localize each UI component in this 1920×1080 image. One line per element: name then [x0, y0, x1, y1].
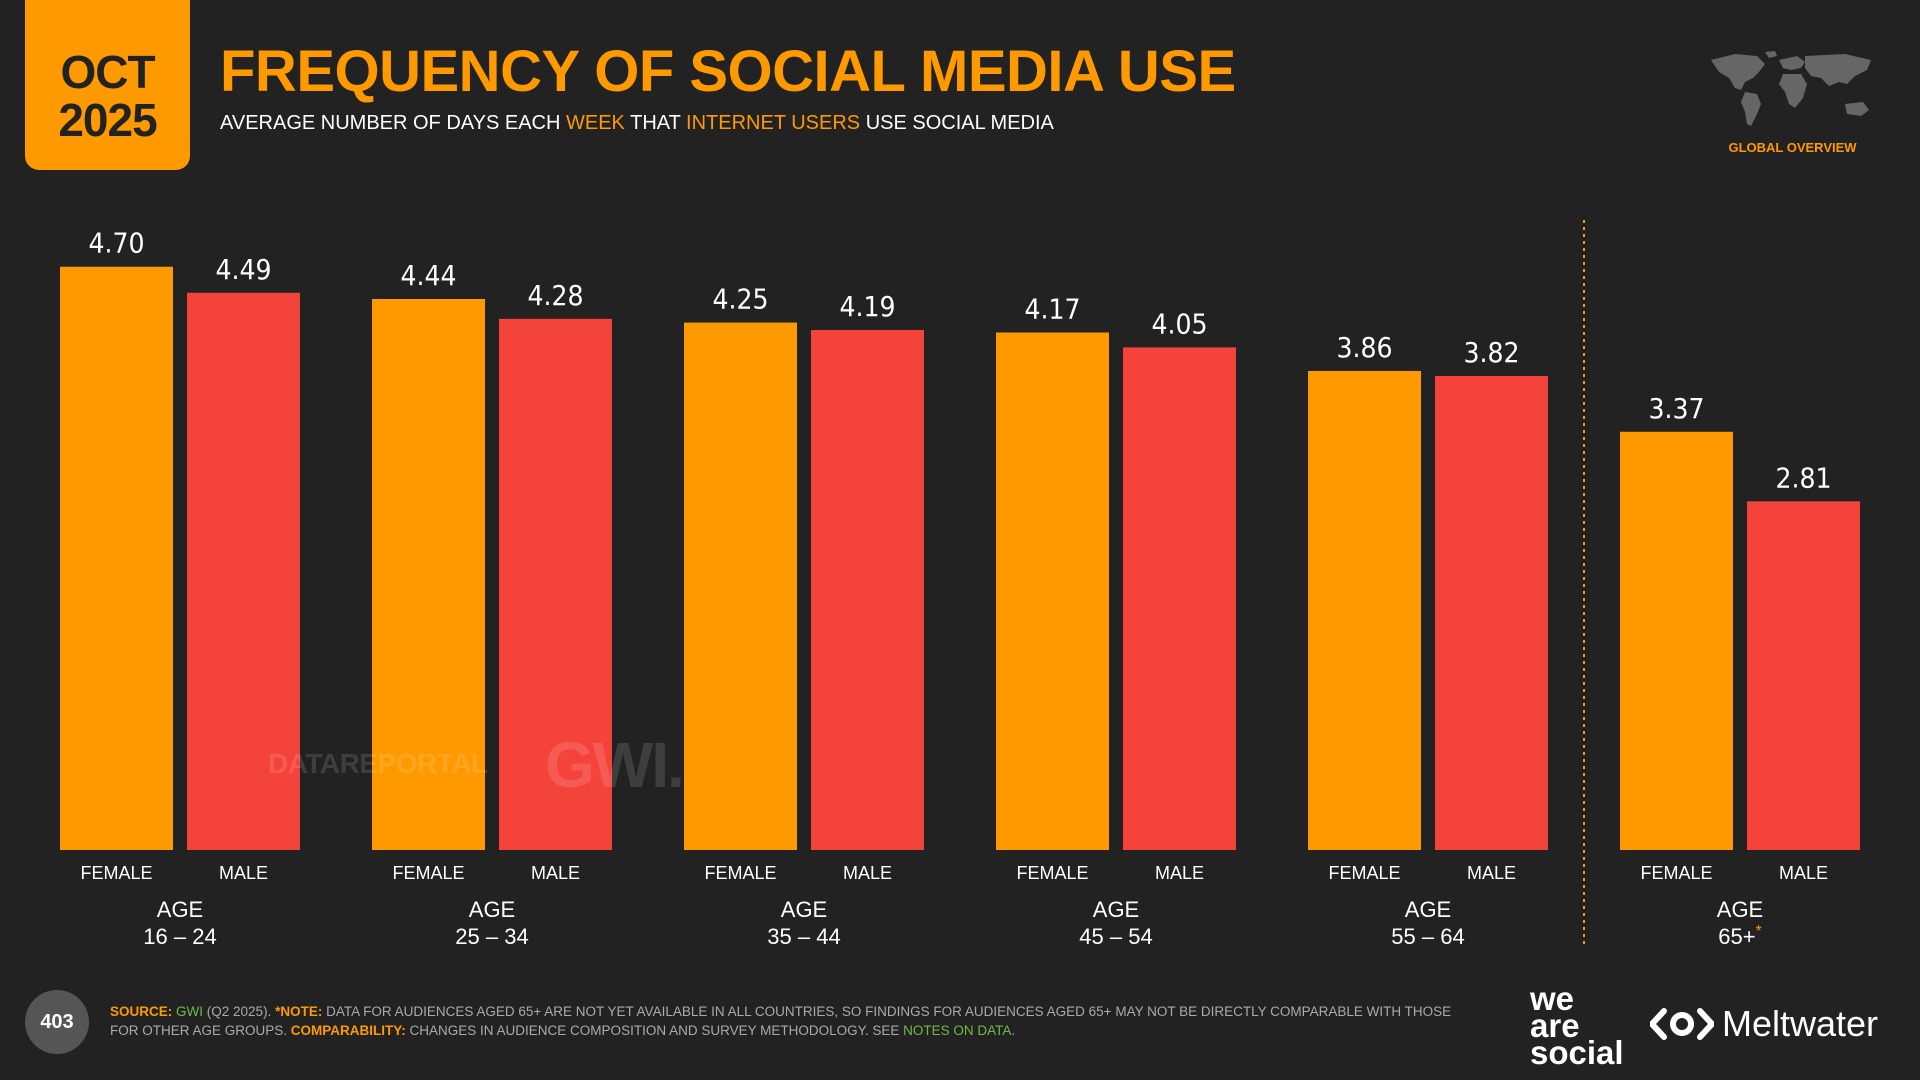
footer-notes: SOURCE: GWI (Q2 2025). *NOTE: DATA FOR A… — [110, 1002, 1480, 1040]
value-label-female-3: 4.25 — [712, 283, 768, 316]
was-line-3: social — [1530, 1034, 1624, 1071]
series-label-female-3: FEMALE — [704, 863, 776, 883]
category-note-marker: * — [1756, 923, 1762, 940]
datareportal-watermark: DATAREPORTAL — [268, 748, 488, 779]
series-label-female-1: FEMALE — [80, 863, 152, 883]
bar-male-5 — [1435, 375, 1548, 850]
source-rest: (Q2 2025). — [203, 1004, 276, 1019]
value-label-female-4: 4.17 — [1024, 293, 1080, 326]
bar-male-1 — [187, 292, 300, 850]
page-number: 403 — [25, 990, 89, 1054]
meltwater-logo: Meltwater — [1650, 1002, 1878, 1046]
series-label-male-2: MALE — [531, 863, 580, 883]
subtitle-part-3: USE SOCIAL MEDIA — [860, 112, 1054, 134]
value-label-male-3: 4.19 — [839, 290, 895, 323]
bar-female-5 — [1308, 370, 1421, 850]
category-label-6: 65+* — [1718, 923, 1762, 949]
bar-female-2 — [372, 298, 485, 851]
footer-end: . — [1011, 1023, 1016, 1038]
bar-male-2 — [499, 318, 612, 850]
we-are-social-logo: we are social — [1530, 980, 1630, 1071]
meltwater-wordmark: Meltwater — [1722, 1003, 1879, 1044]
gwi-watermark: GWI. — [545, 729, 685, 801]
value-label-female-5: 3.86 — [1336, 331, 1392, 364]
category-prefix-4: AGE — [1093, 897, 1139, 922]
was-line-2: are — [1530, 1007, 1580, 1044]
subtitle-highlight-internet-users: INTERNET USERS — [686, 112, 861, 134]
bar-female-6 — [1620, 431, 1733, 850]
value-label-male-6: 2.81 — [1775, 461, 1831, 494]
world-map-icon — [1705, 48, 1880, 133]
comparability-label: COMPARABILITY: — [290, 1023, 406, 1038]
category-label-2: 25 – 34 — [455, 924, 528, 949]
bar-female-4 — [996, 332, 1109, 850]
category-label-5: 55 – 64 — [1391, 924, 1464, 949]
source-label: SOURCE: — [110, 1004, 173, 1019]
bar-female-1 — [60, 266, 173, 851]
value-label-male-5: 3.82 — [1463, 336, 1519, 369]
series-label-female-6: FEMALE — [1640, 863, 1712, 883]
subtitle-part-2: THAT — [624, 112, 687, 134]
source-gwi: GWI — [176, 1004, 204, 1019]
series-label-male-6: MALE — [1779, 863, 1828, 883]
bar-male-6 — [1747, 501, 1860, 850]
global-overview-label: GLOBAL OVERVIEW — [1728, 140, 1857, 155]
category-prefix-1: AGE — [157, 897, 203, 922]
bar-female-3 — [684, 322, 797, 850]
note-label: *NOTE: — [275, 1004, 323, 1019]
series-label-male-3: MALE — [843, 863, 892, 883]
series-label-male-5: MALE — [1467, 863, 1516, 883]
category-label-3: 35 – 44 — [767, 924, 840, 949]
value-label-female-1: 4.70 — [88, 227, 144, 260]
value-label-male-4: 4.05 — [1151, 307, 1207, 340]
page-title: FREQUENCY OF SOCIAL MEDIA USE — [220, 39, 1236, 104]
category-prefix-6: AGE — [1717, 897, 1763, 922]
date-badge: OCT 2025 — [25, 0, 190, 170]
series-label-female-4: FEMALE — [1016, 863, 1088, 883]
series-label-male-1: MALE — [219, 863, 268, 883]
date-month: OCT — [60, 46, 155, 98]
date-year: 2025 — [58, 94, 157, 146]
series-label-female-2: FEMALE — [392, 863, 464, 883]
category-prefix-3: AGE — [781, 897, 827, 922]
subtitle-highlight-week: WEEK — [566, 112, 625, 134]
bar-male-3 — [811, 330, 924, 850]
was-line-1: we — [1530, 980, 1575, 1017]
category-label-4: 45 – 54 — [1079, 924, 1152, 949]
value-label-male-2: 4.28 — [527, 279, 583, 312]
value-label-female-6: 3.37 — [1648, 392, 1704, 425]
note-text: DATA FOR AUDIENCES AGED 65+ ARE NOT YET … — [110, 1004, 1452, 1038]
subtitle-part-1: AVERAGE NUMBER OF DAYS EACH — [220, 112, 566, 134]
meltwater-mark-icon — [1650, 1008, 1714, 1040]
notes-on-data-link[interactable]: NOTES ON DATA — [903, 1023, 1012, 1038]
comparability-text: CHANGES IN AUDIENCE COMPOSITION AND SURV… — [405, 1023, 904, 1038]
category-prefix-5: AGE — [1405, 897, 1451, 922]
bar-male-4 — [1123, 347, 1236, 850]
value-label-male-1: 4.49 — [215, 253, 271, 286]
category-prefix-2: AGE — [469, 897, 515, 922]
series-label-female-5: FEMALE — [1328, 863, 1400, 883]
value-label-female-2: 4.44 — [400, 259, 456, 292]
category-label-1: 16 – 24 — [143, 924, 216, 949]
series-label-male-4: MALE — [1155, 863, 1204, 883]
page-subtitle: AVERAGE NUMBER OF DAYS EACH WEEK THAT IN… — [220, 112, 1054, 135]
